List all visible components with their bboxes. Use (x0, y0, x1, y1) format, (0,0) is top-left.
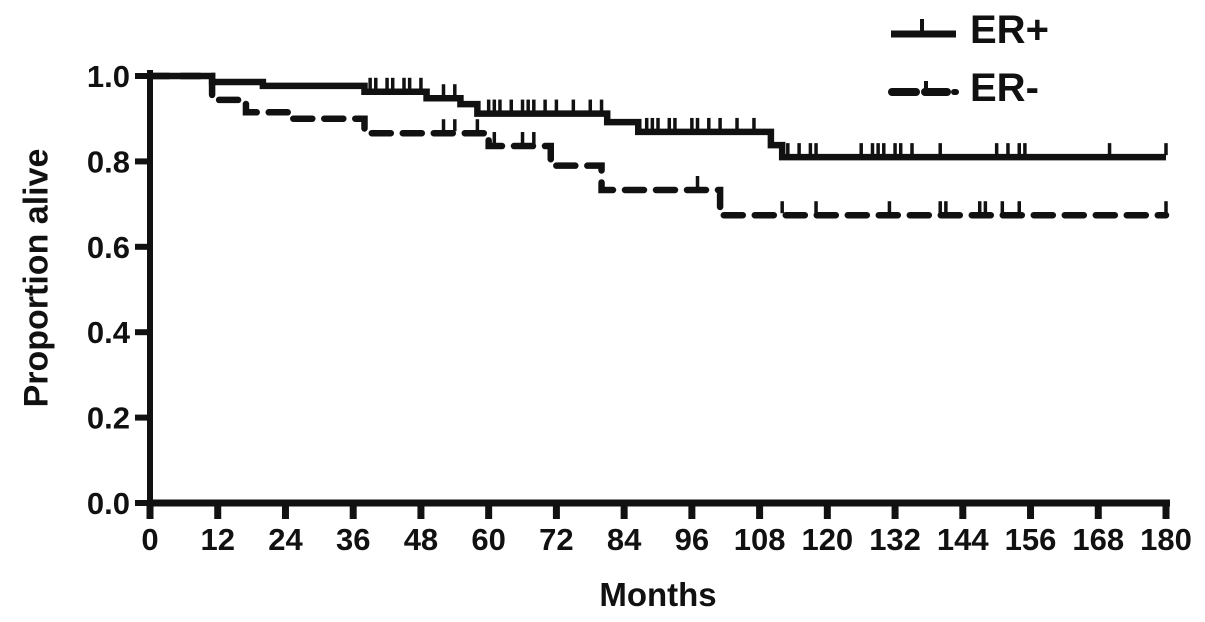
x-tick-label: 48 (404, 522, 438, 557)
y-tick-label: 0.8 (87, 144, 130, 179)
x-tick-labels: 0 12 24 36 48 60 72 84 96 108 120 132 144 156 168 180 (141, 522, 1191, 557)
y-tick-label: 1.0 (87, 59, 130, 94)
x-tick-label: 72 (539, 522, 573, 557)
x-tick-label: 180 (1140, 522, 1192, 557)
y-tick-label: 0.6 (87, 230, 130, 265)
x-tick-label: 84 (607, 522, 642, 557)
x-axis-ticks (146, 503, 1170, 519)
y-tick-label: 0.2 (87, 401, 130, 436)
x-tick-label: 0 (141, 522, 158, 557)
x-tick-label: 120 (801, 522, 853, 557)
legend-item-er-plus: ER+ (888, 4, 1049, 56)
y-axis-ticks (135, 73, 150, 506)
x-tick-label: 12 (200, 522, 234, 557)
series-er-minus (146, 72, 1170, 219)
y-axis-title: Proportion alive (17, 148, 56, 408)
series-er-plus (150, 72, 1168, 161)
er-plus-curve (150, 72, 1166, 161)
x-tick-label: 168 (1072, 522, 1124, 557)
x-tick-label: 132 (869, 522, 921, 557)
x-axis-title: Months (599, 576, 717, 613)
legend: ER+ ER- (888, 4, 1049, 114)
x-tick-label: 108 (734, 522, 786, 557)
x-tick-label: 96 (675, 522, 709, 557)
dashed-line-icon (888, 81, 959, 96)
axes (147, 70, 1170, 507)
legend-label-er-minus: ER- (970, 65, 1039, 110)
y-tick-label: 0.4 (87, 315, 131, 350)
er-minus-curve (146, 72, 1170, 219)
x-tick-label: 144 (937, 522, 989, 557)
x-tick-label: 24 (268, 522, 303, 557)
x-tick-label: 36 (336, 522, 370, 557)
x-tick-label: 156 (1005, 522, 1057, 557)
legend-label-er-plus: ER+ (970, 7, 1049, 52)
x-tick-label: 60 (471, 522, 505, 557)
solid-line-icon (891, 19, 956, 38)
y-tick-labels: 0.0 0.2 0.4 0.6 0.8 1.0 (87, 59, 131, 521)
legend-item-er-minus: ER- (888, 62, 1049, 114)
y-tick-label: 0.0 (87, 486, 130, 521)
